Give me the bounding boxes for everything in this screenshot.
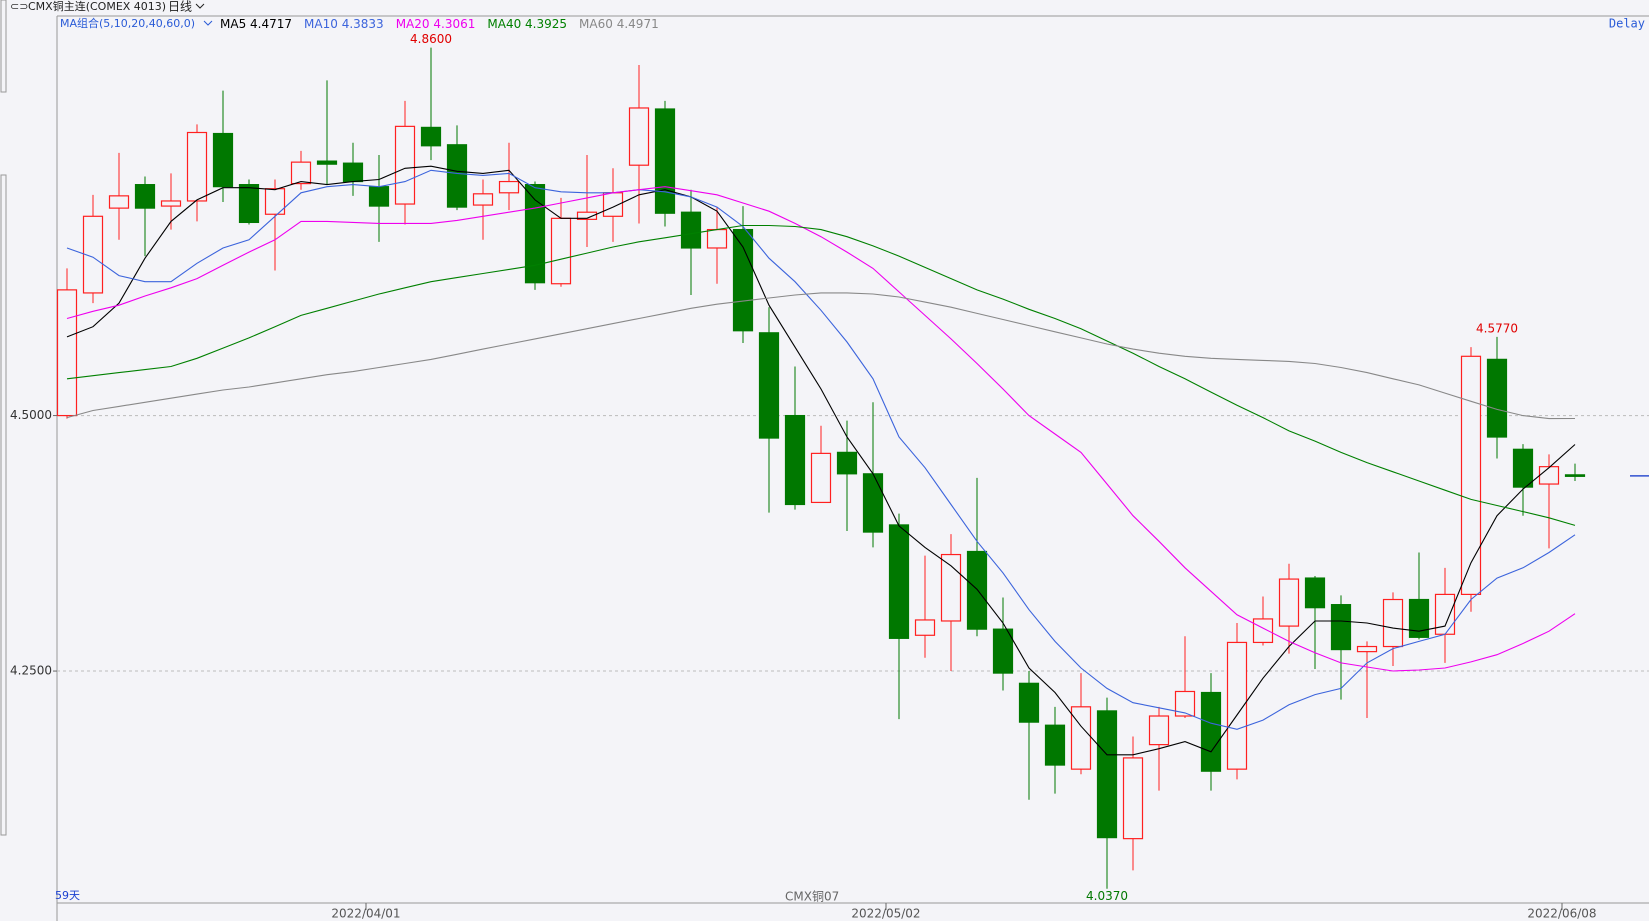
candle-body (784, 414, 806, 506)
candle-body (862, 473, 884, 533)
candle-body (420, 126, 442, 147)
instrument-name[interactable]: CMX铜主连(COMEX 4013) (28, 0, 166, 13)
candle-body (1408, 598, 1430, 638)
candle-body (264, 188, 286, 215)
candle-body (732, 228, 754, 332)
candle-body (654, 108, 676, 214)
legend-name: MA5 (220, 17, 246, 31)
legend-value: 4.3061 (433, 17, 475, 31)
candle-body (1460, 355, 1482, 596)
candle-body (706, 228, 728, 249)
dropdown-icon[interactable] (195, 3, 205, 9)
candle-body (1278, 578, 1300, 627)
candle-body (1564, 474, 1586, 477)
candle-body (888, 524, 910, 639)
ma-line (66, 186, 1576, 672)
legend-name: MA60 (579, 17, 613, 31)
legend-entry: MA20 4.3061 (396, 17, 476, 31)
legend-entry: MA10 4.3833 (304, 17, 384, 31)
candle-body (342, 162, 364, 183)
candle-body (212, 132, 234, 188)
legend-name: MA40 (487, 17, 521, 31)
candle-body (368, 186, 390, 207)
candle-body (758, 332, 780, 439)
candle-body (810, 452, 832, 504)
period-selector[interactable]: 日线 (168, 0, 192, 14)
candle-body (836, 451, 858, 475)
ma-line (66, 169, 1576, 730)
candle-body (680, 211, 702, 249)
candle-body (550, 217, 572, 285)
candle-body (56, 289, 78, 417)
plot: 4.2500 4.5000 2022/04/01 2022/05/02 2022/06/… (10, 32, 1649, 921)
candle-body (1486, 358, 1508, 438)
candle-body (1434, 593, 1456, 635)
candle-body (576, 211, 598, 220)
candle-body (498, 180, 520, 194)
candle-body (290, 161, 312, 185)
legend-name: MA20 (396, 17, 430, 31)
side-frame (0, 174, 7, 836)
candle-body (160, 200, 182, 207)
candle-body (316, 160, 338, 165)
legend-name: MA10 (304, 17, 338, 31)
y-tick-label: 4.5000 (10, 408, 52, 422)
extreme-label: 4.5770 (1476, 321, 1518, 335)
bar-count: 59天 (55, 889, 80, 902)
candle-body (108, 195, 130, 209)
ma-line (66, 224, 1576, 526)
extreme-label: 4.8600 (410, 32, 452, 46)
x-tick-label: 2022/04/01 (331, 907, 400, 921)
candle-body (940, 553, 962, 622)
y-tick-label: 4.2500 (10, 664, 52, 678)
candle-body (1382, 598, 1404, 648)
x-tick-label: 2022/05/02 (851, 907, 920, 921)
candle-body (134, 184, 156, 209)
link-icon[interactable]: ⊂⊃ (10, 0, 28, 13)
ma-group[interactable]: MA组合(5,10,20,40,60,0) (60, 16, 195, 30)
legend-entry: MA60 4.4971 (579, 17, 659, 31)
candle-body (966, 550, 988, 630)
candle-body (1070, 706, 1092, 770)
candle-body (472, 193, 494, 206)
legend-entry: MA40 4.3925 (487, 17, 567, 31)
candle-body (914, 619, 936, 636)
contract-label: CMX铜07 (785, 889, 839, 904)
candle-body (394, 125, 416, 205)
candle-body (1330, 604, 1352, 651)
candle-body (82, 215, 104, 294)
candle-body (1096, 710, 1118, 839)
candle-body (992, 628, 1014, 674)
legend-value: 4.4971 (617, 17, 659, 31)
x-tick-label: 2022/06/08 (1527, 907, 1596, 921)
legend-value: 4.4717 (250, 17, 292, 31)
candle-body (628, 107, 650, 166)
legend-value: 4.3925 (525, 17, 567, 31)
candle-body (446, 144, 468, 208)
legend-entry: MA5 4.4717 (220, 17, 292, 31)
candle-body (1356, 645, 1378, 653)
candle-body (1174, 690, 1196, 717)
candle-body (1200, 691, 1222, 772)
dropdown-icon[interactable] (203, 20, 213, 26)
candle-body (1512, 448, 1534, 488)
candle-body (238, 184, 260, 224)
legend-value: 4.3833 (342, 17, 384, 31)
delay-label: Delay (1609, 17, 1645, 31)
candle-body (1018, 682, 1040, 723)
candle-body (1044, 724, 1066, 766)
candle-body (186, 131, 208, 202)
candle-body (1122, 757, 1144, 840)
candle-body (1148, 715, 1170, 746)
candle-body (1304, 577, 1326, 609)
candle-body (1538, 466, 1560, 485)
candle-body (1252, 618, 1274, 644)
ma-line (66, 292, 1576, 420)
ma-line (66, 165, 1576, 756)
extreme-label: 4.0370 (1086, 889, 1128, 903)
candle-body (1226, 641, 1248, 770)
side-frame (0, 0, 7, 93)
